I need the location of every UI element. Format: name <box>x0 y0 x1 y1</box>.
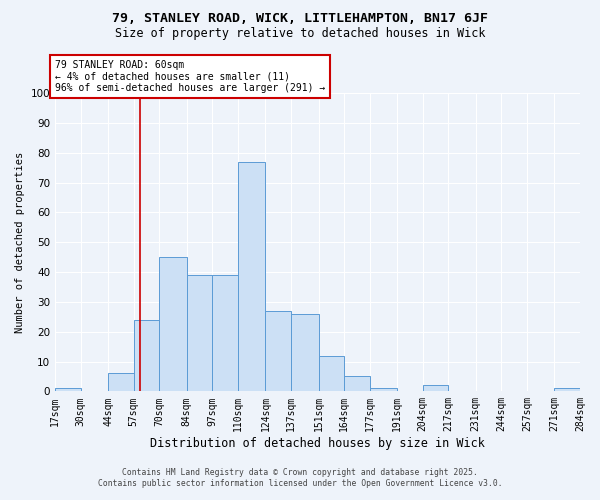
Bar <box>423 386 448 392</box>
Bar <box>108 374 134 392</box>
Bar <box>554 388 580 392</box>
Bar <box>55 388 80 392</box>
Bar <box>212 275 238 392</box>
Bar <box>370 388 397 392</box>
Text: Size of property relative to detached houses in Wick: Size of property relative to detached ho… <box>115 28 485 40</box>
Bar <box>319 356 344 392</box>
Bar <box>265 311 291 392</box>
Text: 79, STANLEY ROAD, WICK, LITTLEHAMPTON, BN17 6JF: 79, STANLEY ROAD, WICK, LITTLEHAMPTON, B… <box>112 12 488 26</box>
Text: 79 STANLEY ROAD: 60sqm
← 4% of detached houses are smaller (11)
96% of semi-deta: 79 STANLEY ROAD: 60sqm ← 4% of detached … <box>55 60 325 93</box>
X-axis label: Distribution of detached houses by size in Wick: Distribution of detached houses by size … <box>150 437 485 450</box>
Y-axis label: Number of detached properties: Number of detached properties <box>15 152 25 333</box>
Bar <box>187 275 212 392</box>
Bar <box>291 314 319 392</box>
Bar <box>159 257 187 392</box>
Bar <box>238 162 265 392</box>
Text: Contains HM Land Registry data © Crown copyright and database right 2025.
Contai: Contains HM Land Registry data © Crown c… <box>98 468 502 487</box>
Bar <box>344 376 370 392</box>
Bar <box>134 320 159 392</box>
